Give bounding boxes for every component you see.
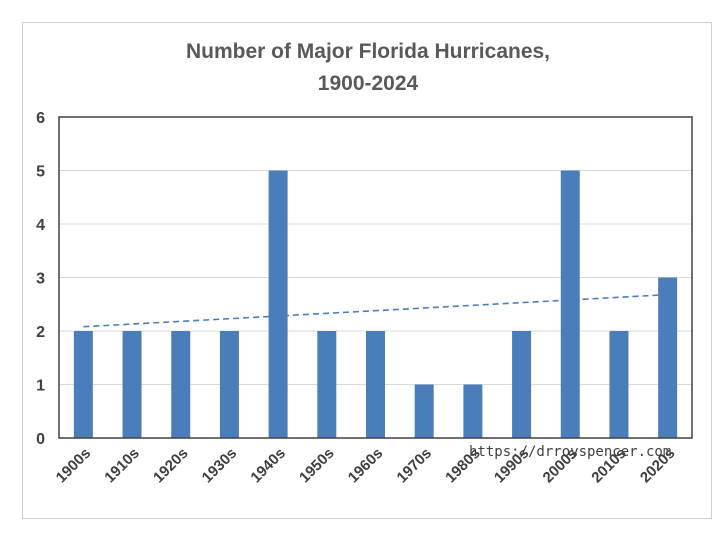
bars	[73, 170, 678, 438]
y-tick-label: 4	[36, 217, 45, 234]
bar-1920s	[171, 331, 191, 438]
trendline-layer	[83, 293, 668, 328]
x-tick-label: 1900s	[53, 445, 95, 487]
y-tick-label: 0	[36, 431, 45, 448]
bar-1980s	[463, 384, 483, 438]
bar-1970s	[414, 384, 434, 438]
y-tick-label: 1	[36, 378, 45, 395]
x-tick-label: 1930s	[199, 445, 241, 487]
bar-1940s	[268, 170, 288, 438]
bar-1950s	[317, 331, 337, 438]
bar-chart: Number of Major Florida Hurricanes, 1900…	[36, 40, 693, 487]
plot-border	[58, 116, 693, 439]
y-tick-label: 2	[36, 324, 45, 341]
grid-lines	[59, 170, 692, 385]
y-tick-label: 3	[36, 271, 45, 288]
bar-1910s	[122, 331, 142, 438]
bar-2020s	[658, 277, 678, 438]
x-tick-label: 1960s	[345, 445, 387, 487]
bar-1930s	[219, 331, 239, 438]
chart-subtitle: 1900-2024	[318, 72, 419, 95]
trendline	[83, 293, 668, 328]
x-tick-label: 1950s	[296, 445, 338, 487]
bar-1960s	[366, 331, 385, 438]
y-tick-label: 5	[36, 164, 45, 181]
chart-frame: Number of Major Florida Hurricanes, 1900…	[22, 22, 712, 519]
y-tick-label: 6	[36, 110, 45, 127]
bar-2010s	[609, 331, 629, 438]
bar-1900s	[73, 331, 93, 438]
x-tick-label: 1970s	[394, 445, 436, 487]
chart-title: Number of Major Florida Hurricanes,	[186, 40, 550, 63]
y-axis-ticks: 0 1 2 3 4 5 6	[36, 110, 45, 448]
bar-2000s	[560, 170, 580, 438]
bar-1990s	[512, 331, 532, 438]
x-tick-label: 1940s	[247, 445, 289, 487]
source-annotation: https://drroyspencer.com	[469, 444, 671, 460]
x-tick-label: 1920s	[150, 445, 192, 487]
x-tick-label: 1910s	[101, 445, 143, 487]
